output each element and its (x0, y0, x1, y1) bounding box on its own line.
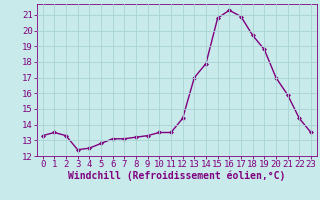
X-axis label: Windchill (Refroidissement éolien,°C): Windchill (Refroidissement éolien,°C) (68, 171, 285, 181)
